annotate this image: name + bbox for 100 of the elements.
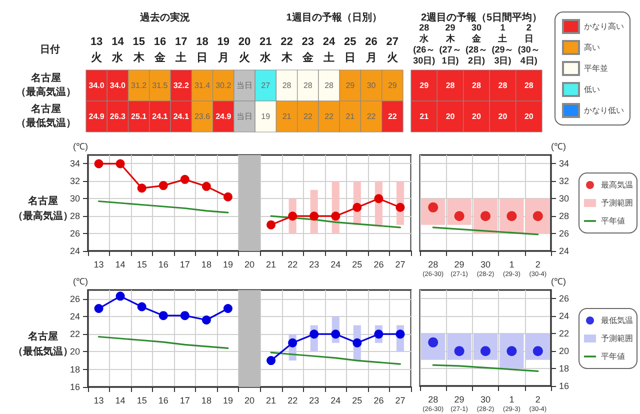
data-label: 29 [420, 81, 430, 90]
y-axis-title: (℃) [551, 142, 566, 152]
x-tick-label: 13 [94, 260, 104, 270]
x-tick-label: 21 水 [259, 36, 272, 64]
y-tick-label: 28 [559, 211, 570, 222]
chart-title: 2週目の予報（5日間平均） [420, 12, 542, 24]
point [374, 330, 384, 339]
x-tick-label: 18 [201, 260, 212, 270]
x-tick-label: 30 金 (28～ 2日) [465, 22, 488, 66]
data-label: 28 [282, 81, 292, 90]
x-tick-label: 18 日 [196, 36, 208, 64]
point [352, 338, 362, 348]
data-label: 30.2 [216, 81, 232, 90]
point [310, 330, 319, 339]
y-tick-label: 26 [559, 228, 570, 239]
data-label: 28 [472, 81, 482, 90]
x-tick-label: 16 [158, 260, 168, 270]
x-tick-label: 27 火 [386, 36, 399, 64]
x-tick-label: 25 日 [344, 36, 356, 64]
data-label: 28 [303, 81, 313, 90]
x-tick-label: 24 [330, 396, 341, 406]
y-tick-label: 34 [559, 158, 570, 169]
point [202, 315, 211, 324]
x-tick-label: 17 土 [174, 36, 188, 64]
x-tick-label: 23 [309, 260, 320, 270]
point [223, 304, 232, 314]
point [158, 311, 168, 320]
text: 当日 [236, 81, 252, 90]
x-tick-label: 17 [180, 396, 190, 406]
data-label: 32.2 [173, 81, 190, 90]
point [180, 174, 190, 184]
data-label: 24.1 [152, 112, 168, 121]
legend-label: 平年値 [601, 216, 625, 226]
point [396, 330, 405, 339]
y-tick-label: 26 [70, 294, 80, 304]
y-tick-label: 30 [70, 194, 80, 204]
y-tick-label: 20 [559, 346, 570, 356]
data-label: 22 [366, 112, 376, 121]
legend-label: かなり低い [584, 106, 624, 115]
x-tick-label: 22 [288, 396, 298, 406]
x-tick-label: 25 [352, 396, 362, 406]
legend-label: 平年値 [601, 352, 625, 361]
x-tick-label: 21 [266, 396, 276, 406]
x-tick-label: 26 [374, 260, 384, 270]
point [137, 302, 146, 312]
x-tick-label: 13 火 [90, 36, 104, 64]
point [202, 182, 211, 191]
x-tick-label: 21 [266, 260, 276, 270]
point [331, 212, 340, 221]
x-tick-label: 14 [115, 396, 126, 406]
line-series [432, 226, 539, 236]
x-tick-label: 27 [395, 260, 406, 270]
data-label: 21 [282, 112, 292, 121]
x-tick-label: 23 金 [301, 36, 314, 64]
point [137, 184, 146, 193]
point [352, 202, 362, 212]
x-tick-label: 22 木 [280, 36, 294, 64]
data-label: 34.0 [110, 81, 126, 90]
data-label: 25.1 [131, 112, 148, 121]
x-tick-label: 20 [244, 396, 255, 406]
y-tick-label: 24 [559, 311, 570, 322]
y-tick-label: 18 [70, 364, 80, 374]
x-tick-label: 19 月 [216, 36, 230, 64]
x-tick-label: 23 [309, 396, 320, 406]
data-label: 20 [472, 112, 482, 121]
y-tick-label: 18 [559, 364, 570, 374]
x-tick-label: 14 [115, 260, 126, 270]
x-tick-label: 19 [222, 260, 233, 270]
point [396, 202, 405, 212]
x-tick-label: 27 [395, 396, 406, 406]
data-label: 28 [324, 81, 334, 90]
y-tick-label: 34 [70, 158, 80, 169]
point [116, 292, 125, 301]
point [116, 159, 125, 168]
y-tick-label: 16 [70, 382, 80, 392]
data-label: 31.4 [194, 81, 211, 90]
data-label: 28 [446, 81, 456, 90]
data-label: 20 [498, 112, 508, 121]
y-tick-label: 16 [559, 381, 570, 391]
x-tick-label: 2 日 (30～ 4日) [518, 22, 540, 66]
data-label: 34.0 [88, 81, 105, 90]
y-tick-label: 20 [70, 346, 80, 357]
y-tick-label: 26 [559, 294, 570, 304]
point [266, 220, 276, 230]
text: 当日 [236, 112, 252, 121]
x-tick-label: 26 [374, 396, 384, 406]
y-axis-title: (℃) [73, 142, 88, 152]
data-label: 29 [388, 81, 398, 90]
x-tick-label: 15 木 [132, 36, 146, 64]
y-tick-label: 名古屋（最低気温） [16, 103, 76, 129]
x-tick-label: 25 [352, 260, 362, 270]
data-label: 30 [366, 81, 376, 90]
point [158, 181, 168, 190]
x-tick-label: 16 [158, 396, 168, 406]
legend-label: 最高気温 [601, 180, 633, 190]
data-label: 19 [261, 112, 271, 121]
point [288, 338, 298, 348]
x-tick-label: 15 [136, 396, 147, 406]
x-tick-label: 28 水 (26～ 30日) [413, 22, 436, 66]
point [94, 159, 104, 168]
